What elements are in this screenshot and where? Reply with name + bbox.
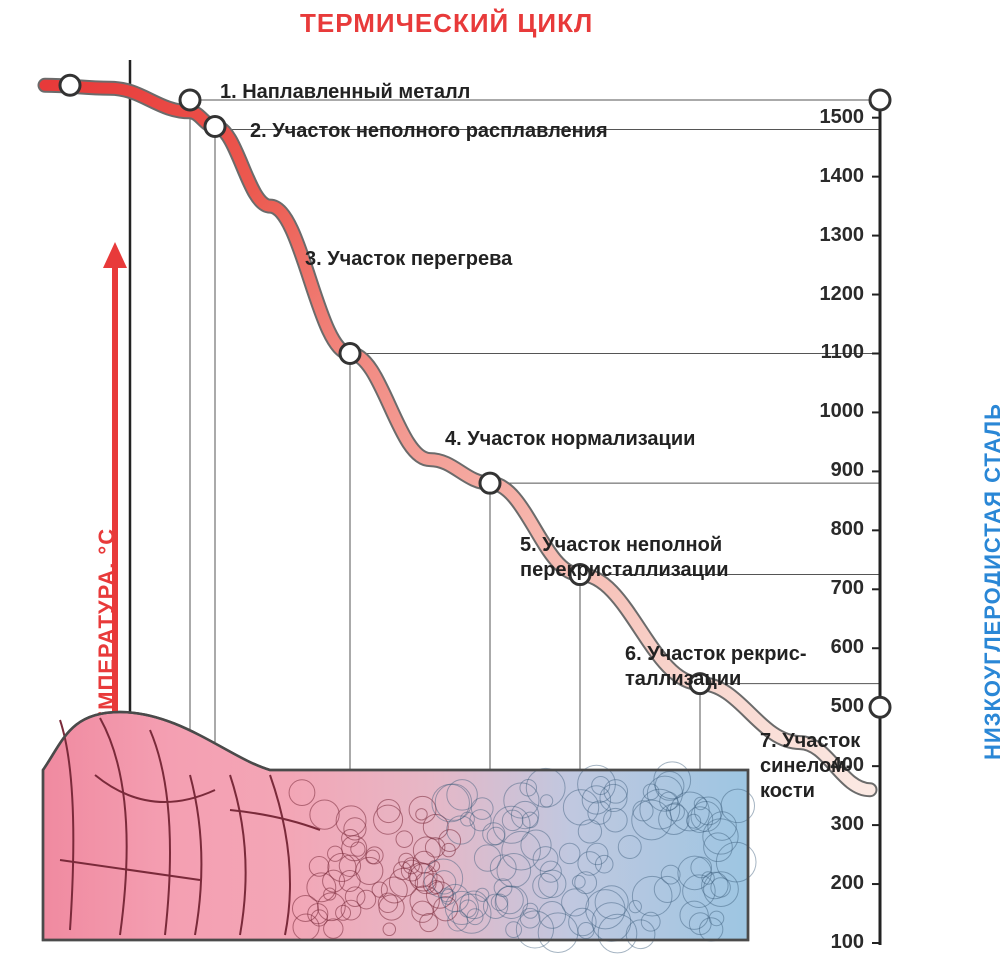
zone-label-5: 5. Участок неполнойперекристаллизации — [520, 533, 729, 583]
zone-label-3: 3. Участок перегрева — [305, 247, 512, 272]
axis-tick: 700 — [802, 577, 864, 600]
zone-label-2: 2. Участок неполного расплавления — [250, 119, 608, 144]
zone-label-6: 6. Участок рекрис-таллизации — [625, 642, 807, 692]
axis-tick: 900 — [802, 459, 864, 482]
axis-tick: 100 — [802, 931, 864, 954]
axis-tick: 1400 — [802, 165, 864, 188]
axis-tick: 300 — [802, 813, 864, 836]
axis-tick: 1200 — [802, 283, 864, 306]
axis-tick: 500 — [802, 695, 864, 718]
axis-tick: 800 — [802, 518, 864, 541]
axis-tick: 1300 — [802, 224, 864, 247]
axis-tick: 1100 — [802, 341, 864, 364]
axis-tick: 1500 — [802, 106, 864, 129]
axis-tick: 200 — [802, 872, 864, 895]
zone-label-7: 7. Участоксинелом-кости — [760, 729, 860, 804]
zone-label-1: 1. Наплавленный металл — [220, 80, 470, 105]
zone-label-4: 4. Участок нормализации — [445, 427, 695, 452]
axis-tick: 1000 — [802, 400, 864, 423]
axis-tick: 600 — [802, 636, 864, 659]
